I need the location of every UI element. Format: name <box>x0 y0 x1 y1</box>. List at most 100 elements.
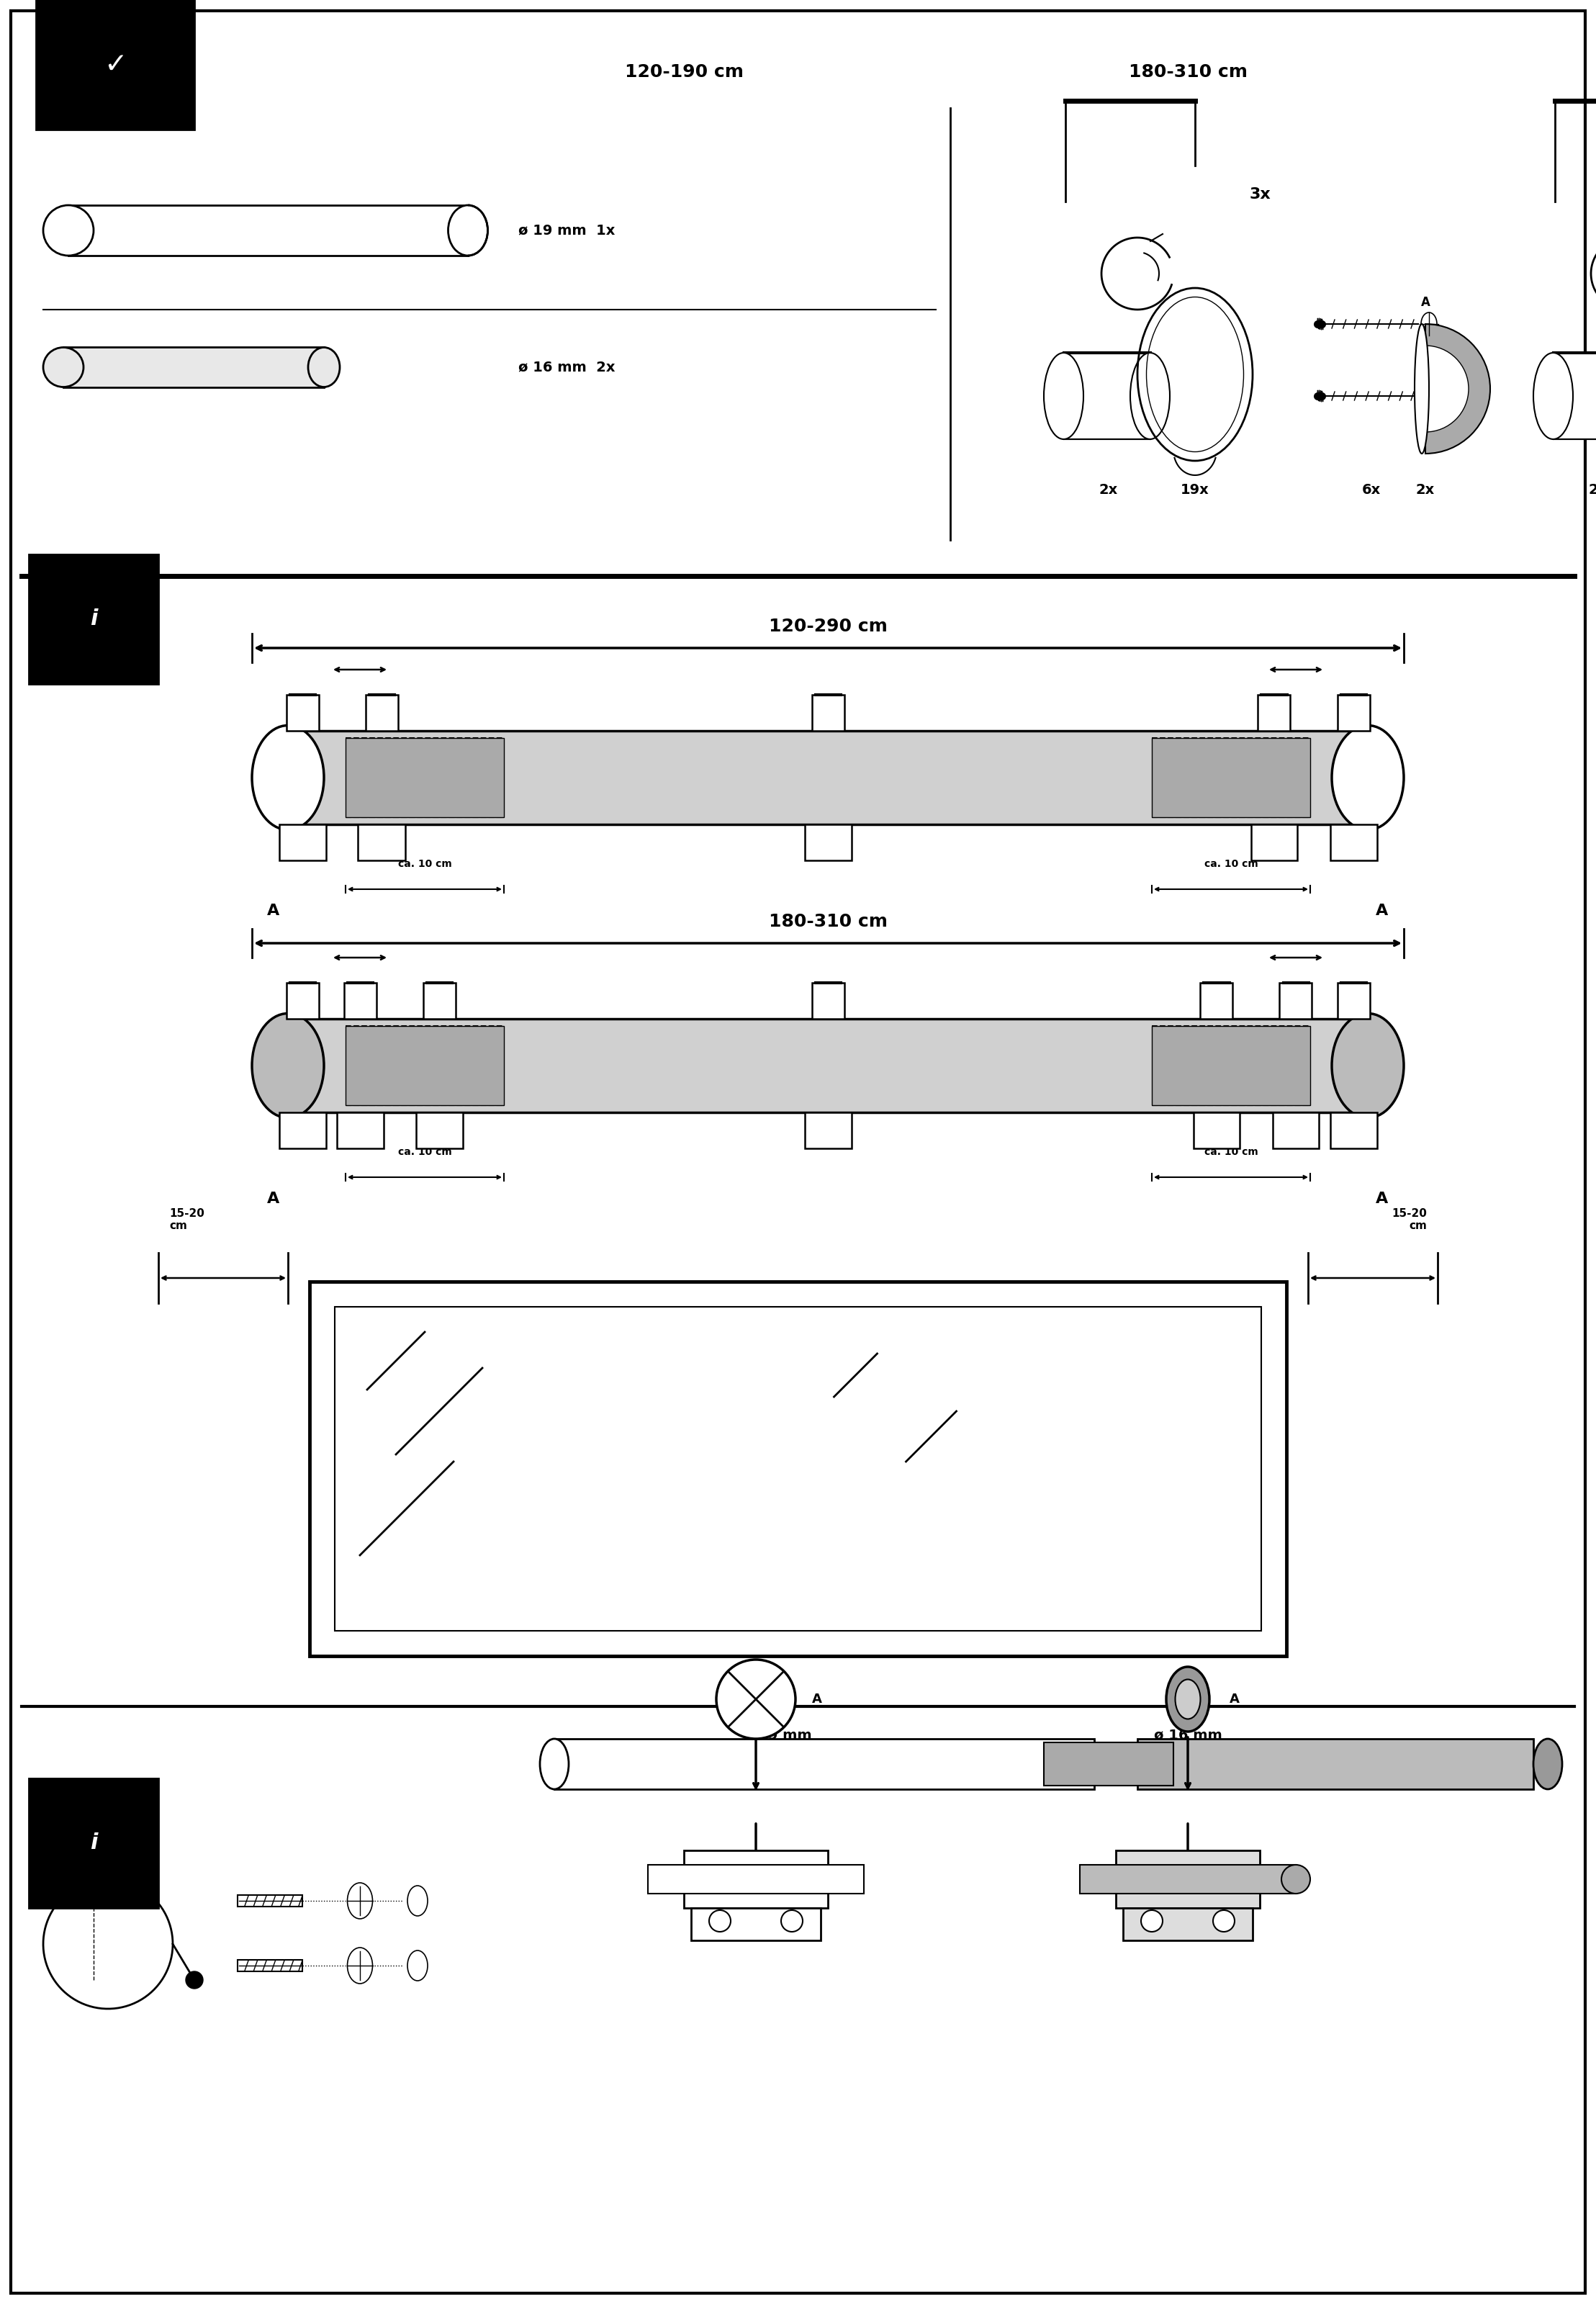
Ellipse shape <box>407 1951 428 1981</box>
Ellipse shape <box>1534 353 1574 440</box>
Bar <box>1152 737 1310 818</box>
Wedge shape <box>1425 346 1468 433</box>
Bar <box>1251 825 1298 859</box>
Text: ca. 10 cm: ca. 10 cm <box>397 1147 452 1157</box>
Bar <box>238 1961 302 1972</box>
Bar <box>287 1018 1368 1113</box>
Ellipse shape <box>1044 353 1084 440</box>
Bar <box>287 730 1368 825</box>
Bar <box>279 825 326 859</box>
Bar <box>286 696 319 730</box>
Bar <box>238 1894 302 1908</box>
Text: A: A <box>1376 903 1389 917</box>
Ellipse shape <box>43 348 83 387</box>
Text: 2x: 2x <box>1588 484 1596 495</box>
Ellipse shape <box>1167 1666 1210 1733</box>
Bar <box>286 984 319 1018</box>
Text: A: A <box>1376 1191 1389 1205</box>
Text: A: A <box>812 1693 822 1705</box>
Bar <box>1337 984 1369 1018</box>
Bar <box>346 1025 504 1106</box>
Circle shape <box>780 1910 803 1931</box>
Circle shape <box>1141 1910 1162 1931</box>
Bar <box>415 1113 463 1147</box>
Bar <box>29 1779 158 1908</box>
Bar <box>29 555 158 684</box>
Bar <box>691 1908 820 1940</box>
Bar <box>1329 1113 1377 1147</box>
Ellipse shape <box>1175 1680 1200 1719</box>
Bar <box>335 1306 1261 1631</box>
Bar <box>1044 1742 1173 1786</box>
Bar <box>685 1850 828 1908</box>
Text: 2x: 2x <box>1416 484 1435 495</box>
Text: ø 19 mm  1x: ø 19 mm 1x <box>519 223 614 237</box>
Text: A: A <box>268 903 279 917</box>
Ellipse shape <box>1331 1014 1404 1117</box>
Ellipse shape <box>1420 313 1436 336</box>
Bar <box>804 825 851 859</box>
Ellipse shape <box>1534 1740 1562 1790</box>
Bar <box>423 984 455 1018</box>
Bar <box>1194 1113 1240 1147</box>
Bar <box>343 984 377 1018</box>
Bar <box>554 1740 1095 1790</box>
Text: 180-310 cm: 180-310 cm <box>1128 62 1246 81</box>
Ellipse shape <box>1130 353 1170 440</box>
Ellipse shape <box>43 205 94 256</box>
Text: ca. 10 cm: ca. 10 cm <box>1203 859 1258 869</box>
Bar <box>648 1864 863 1894</box>
Ellipse shape <box>252 1014 324 1117</box>
Bar <box>1553 353 1596 440</box>
Bar <box>1337 696 1369 730</box>
Ellipse shape <box>407 1885 428 1917</box>
Bar <box>1080 1864 1296 1894</box>
Text: 180-310 cm: 180-310 cm <box>769 912 887 931</box>
Bar <box>337 1113 383 1147</box>
Circle shape <box>709 1910 731 1931</box>
Bar <box>1152 1025 1310 1106</box>
Text: ✓: ✓ <box>104 51 128 78</box>
Bar <box>1063 353 1151 440</box>
Bar <box>69 205 468 256</box>
Ellipse shape <box>308 348 340 387</box>
Bar <box>1258 696 1291 730</box>
Bar <box>37 0 195 129</box>
Circle shape <box>717 1659 795 1740</box>
Circle shape <box>185 1972 203 1988</box>
Bar <box>1116 1850 1259 1908</box>
Text: ø 19 mm: ø 19 mm <box>744 1728 811 1742</box>
Ellipse shape <box>539 1740 568 1790</box>
Bar <box>1124 1908 1253 1940</box>
Text: A: A <box>1229 1693 1240 1705</box>
Bar <box>804 1113 851 1147</box>
Bar <box>279 1113 326 1147</box>
Text: 19x: 19x <box>1181 484 1210 495</box>
Bar <box>812 696 844 730</box>
Ellipse shape <box>1282 1864 1310 1894</box>
Ellipse shape <box>1414 325 1428 454</box>
Bar <box>310 1281 1286 1657</box>
Bar <box>358 825 405 859</box>
Text: 120-290 cm: 120-290 cm <box>769 617 887 636</box>
Ellipse shape <box>348 1882 372 1919</box>
Text: A: A <box>268 1191 279 1205</box>
Text: A: A <box>1420 295 1430 309</box>
Bar <box>1138 1740 1534 1790</box>
Text: ø 16 mm  2x: ø 16 mm 2x <box>519 359 614 373</box>
Bar <box>812 984 844 1018</box>
Text: 6x: 6x <box>1361 484 1381 495</box>
Text: 15-20
cm: 15-20 cm <box>1392 1207 1427 1230</box>
Text: i: i <box>89 608 97 629</box>
Bar <box>365 696 397 730</box>
Text: 3x: 3x <box>1250 187 1270 203</box>
Text: ca. 10 cm: ca. 10 cm <box>397 859 452 869</box>
Circle shape <box>1213 1910 1235 1931</box>
Bar <box>1280 984 1312 1018</box>
Bar <box>64 348 324 387</box>
Text: 120-190 cm: 120-190 cm <box>624 62 744 81</box>
Bar <box>346 737 504 818</box>
Ellipse shape <box>448 205 488 256</box>
Wedge shape <box>1425 325 1491 454</box>
Text: 15-20
cm: 15-20 cm <box>169 1207 204 1230</box>
